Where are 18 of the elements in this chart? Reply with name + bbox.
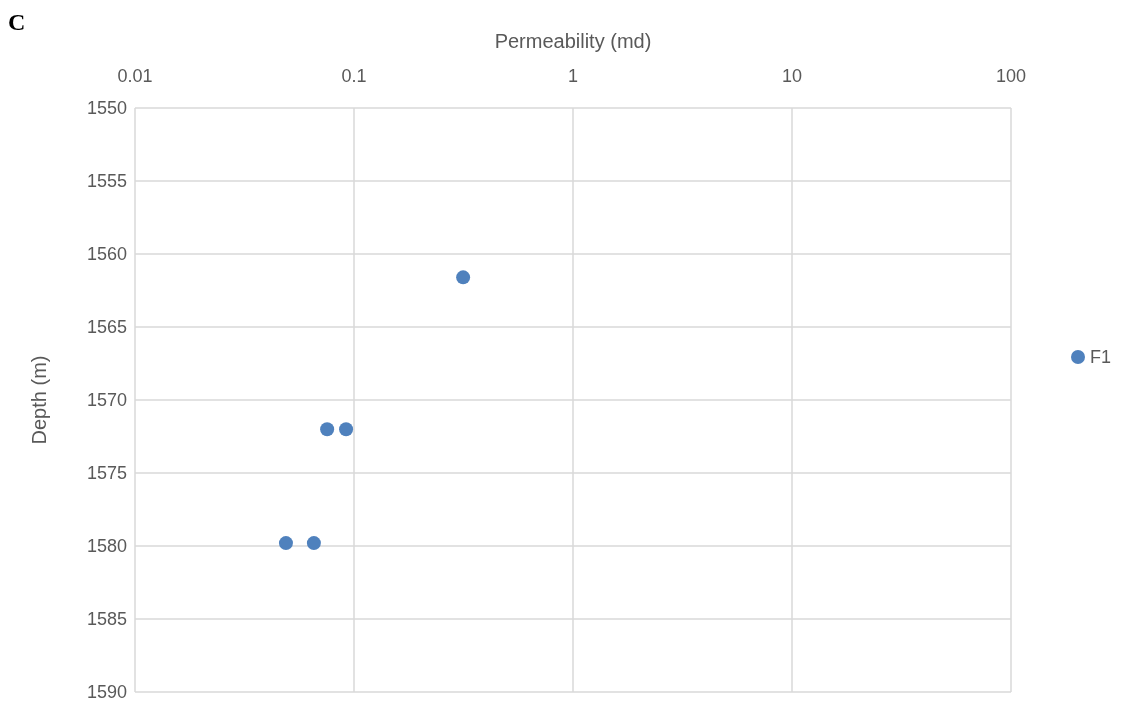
y-tick-label: 1575 (86, 463, 127, 484)
x-tick-label: 0.1 (341, 66, 367, 86)
x-tick-label: 1 (567, 66, 579, 86)
y-tick-label: 1560 (86, 244, 127, 265)
y-tick-label: 1590 (86, 682, 127, 703)
y-tick-label: 1550 (86, 98, 127, 119)
y-axis-title: Depth (m) (28, 355, 50, 445)
x-axis-title: Permeability (md) (494, 30, 652, 52)
y-tick-label: 1585 (86, 609, 127, 630)
y-tick-label: 1565 (86, 317, 127, 338)
chart-title: C (8, 9, 26, 35)
legend-label: F1 (1090, 347, 1112, 368)
y-tick-label: 1570 (86, 390, 127, 411)
x-tick-label: 100 (995, 66, 1027, 86)
x-tick-label: 0.01 (117, 66, 153, 86)
x-tick-label: 10 (781, 66, 803, 86)
y-tick-label: 1555 (86, 171, 127, 192)
y-tick-label: 1580 (86, 536, 127, 557)
